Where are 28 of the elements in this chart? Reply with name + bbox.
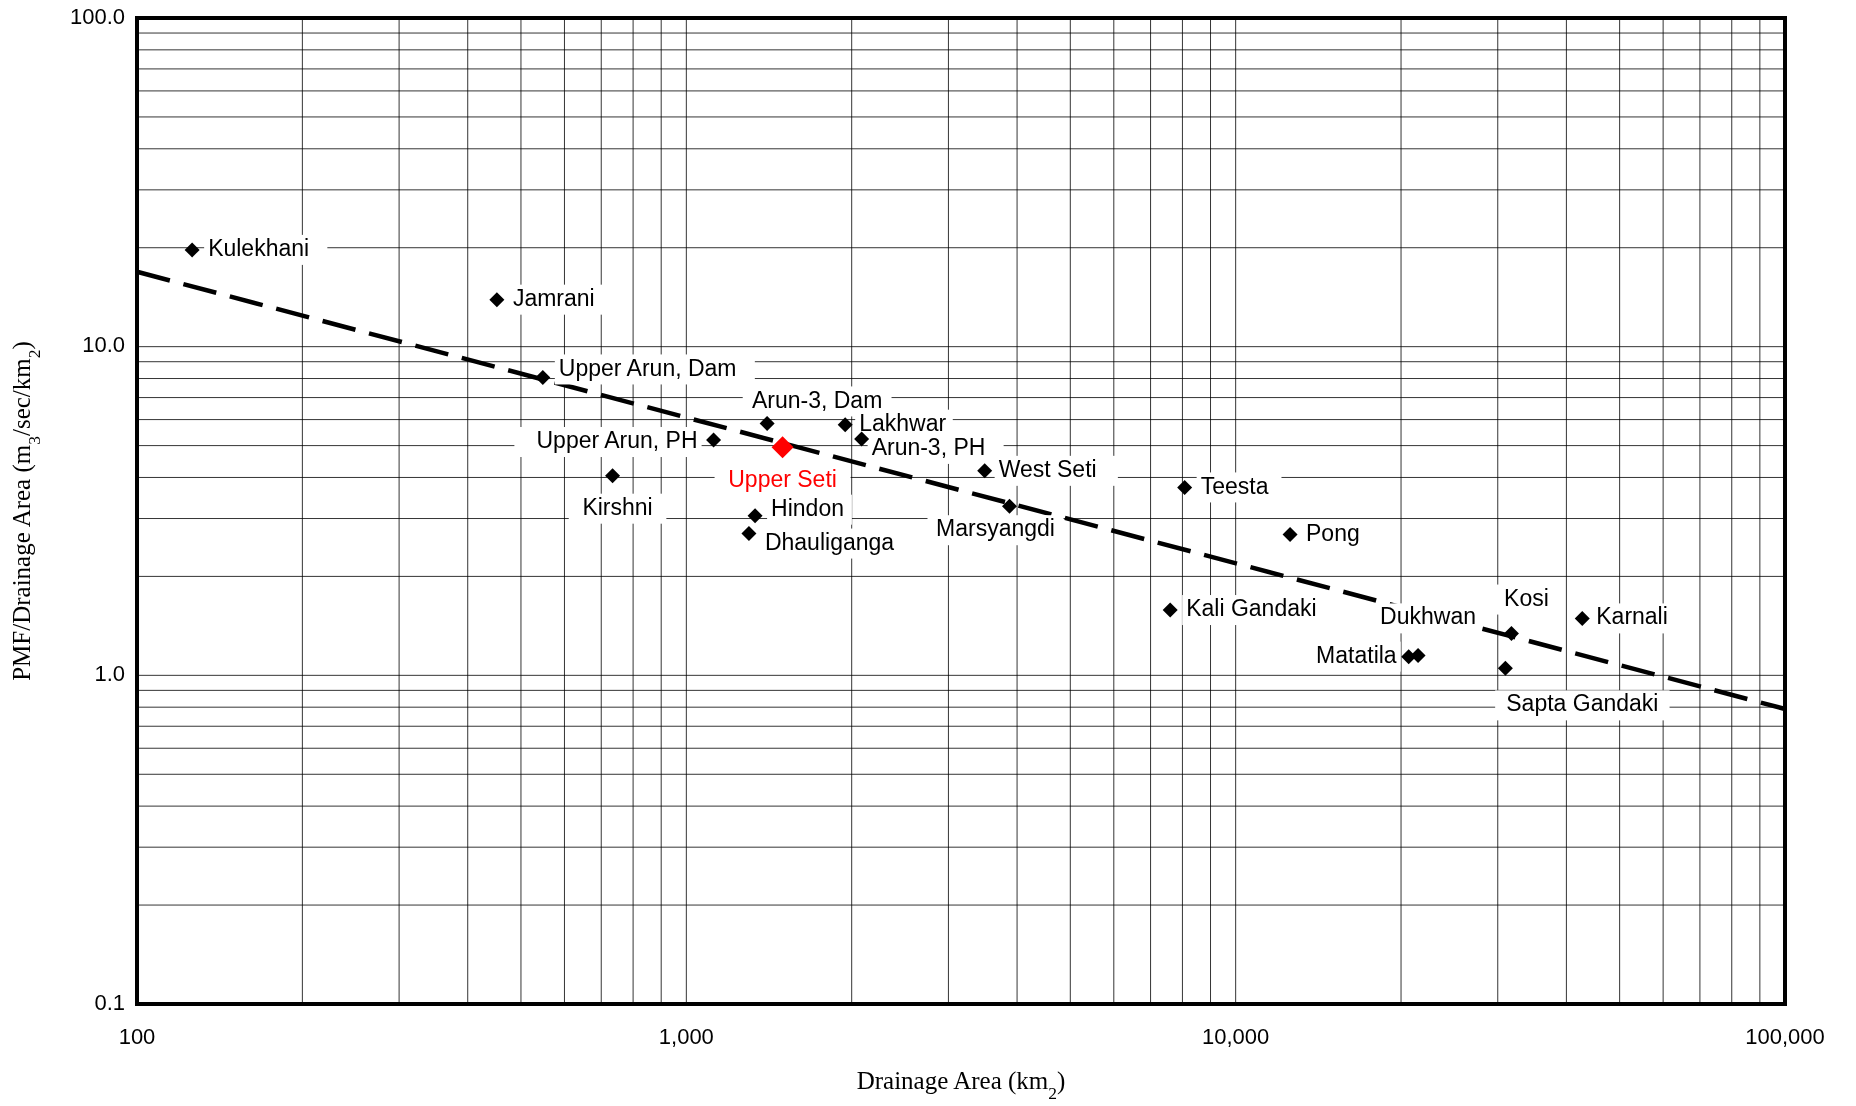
y-tick-label: 1.0: [94, 661, 125, 687]
annotation: Upper Arun, Dam: [558, 354, 737, 381]
annotation: Teesta: [1200, 472, 1269, 499]
series-label: Upper Seti: [728, 466, 837, 493]
annotation: Dukhwan: [1380, 603, 1477, 630]
annotation: Sapta Gandaki: [1506, 690, 1659, 717]
x-axis-title: Drainage Area (km$_{2}$): [856, 1067, 1066, 1103]
y-tick-label: 0.1: [94, 989, 125, 1015]
annotation: Kali Gandaki: [1186, 595, 1317, 622]
annotation: Kosi: [1504, 584, 1549, 611]
annotation: West Seti: [998, 455, 1097, 482]
annotation: Karnali: [1596, 603, 1668, 630]
annotation: Pong: [1306, 519, 1360, 546]
annotation: Marsyangdi: [936, 515, 1055, 542]
annotation: Jamrani: [512, 284, 595, 311]
annotation: Kirshni: [582, 493, 653, 520]
y-tick-label: 100.0: [69, 3, 125, 29]
annotation: Arun-3, PH: [871, 433, 986, 460]
x-tick-label: 100,000: [1745, 1024, 1825, 1049]
y-tick-label: 10.0: [82, 332, 125, 358]
x-tick-label: 10,000: [1202, 1024, 1270, 1049]
x-tick-label: 100: [118, 1024, 156, 1049]
annotation: Upper Arun, PH: [536, 427, 698, 454]
annotation: Matatila: [1316, 641, 1397, 668]
annotation: Hindon: [771, 494, 844, 521]
x-tick-label: 1,000: [658, 1024, 714, 1049]
annotation: Kulekhani: [208, 234, 310, 261]
annotation: Dhauliganga: [764, 528, 895, 555]
